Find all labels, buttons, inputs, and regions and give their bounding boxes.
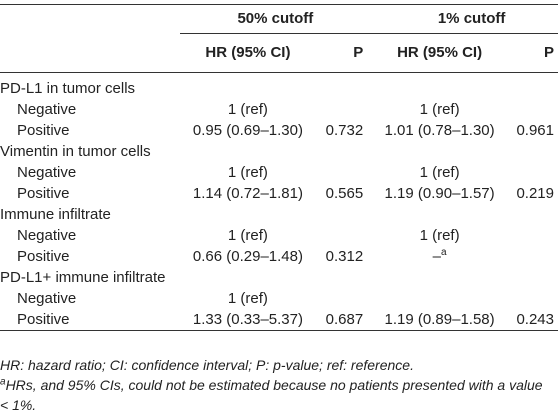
cell-hr-50: 0.95 (0.69–1.30): [192, 121, 303, 139]
cell-hr-50: 1 (ref): [227, 163, 268, 181]
row-label: Negative: [17, 226, 77, 244]
section-title-row: PD-L1+ immune infiltrate: [0, 267, 558, 288]
cell-p-50: 0.732: [325, 121, 364, 139]
cell-p-50: [316, 99, 371, 120]
header-row-columns: HR (95% CI) P HR (95% CI) P: [0, 33, 558, 73]
cell-p-50: [316, 162, 371, 183]
section-title: PD-L1+ immune infiltrate: [0, 268, 166, 286]
header-p-1: P: [507, 33, 558, 73]
cell-hr-50: 1 (ref): [227, 289, 268, 307]
cell-hr-1: [371, 288, 508, 309]
header-row-groups: 50% cutoff 1% cutoff: [0, 4, 558, 34]
cell-hr-50: 1 (ref): [227, 100, 268, 118]
cell-p-1: [508, 99, 558, 120]
header-p-50: P: [316, 33, 372, 73]
table-row: Positive 0.66 (0.29–1.48) 0.312 –a: [0, 246, 558, 267]
cell-hr-1: –a: [371, 246, 508, 267]
row-label: Positive: [17, 121, 70, 139]
results-table: 50% cutoff 1% cutoff HR (95% CI) P HR (9…: [0, 4, 558, 331]
table-row: Negative 1 (ref) 1 (ref): [0, 162, 558, 183]
section-title-row: PD-L1 in tumor cells: [0, 73, 558, 100]
header-hr-1: HR (95% CI): [371, 33, 508, 73]
cell-p-50: [316, 288, 371, 309]
cell-hr-1: 1 (ref): [419, 100, 460, 118]
table-row: Negative 1 (ref) 1 (ref): [0, 225, 558, 246]
cell-hr-1: 1.01 (0.78–1.30): [384, 121, 495, 139]
cell-p-50: 0.312: [325, 247, 364, 265]
footnote-text: HRs, and 95% CIs, could not be estimated…: [0, 377, 543, 413]
section-title-row: Vimentin in tumor cells: [0, 141, 558, 162]
cell-hr-50: 1.14 (0.72–1.81): [192, 184, 303, 202]
row-label: Positive: [0, 309, 180, 331]
footnote-mark: a: [440, 246, 447, 258]
section-title: PD-L1 in tumor cells: [0, 79, 136, 97]
header-group-50-cutoff: 50% cutoff: [179, 4, 372, 34]
table-row: Positive 1.33 (0.33–5.37) 0.687 1.19 (0.…: [0, 309, 558, 331]
header-empty-cell: [0, 5, 180, 34]
row-label: Positive: [17, 184, 70, 202]
header-hr-50: HR (95% CI): [179, 33, 317, 73]
cell-hr-1: 1.19 (0.89–1.58): [371, 309, 508, 331]
cell-p-1: 0.961: [516, 121, 554, 139]
header-group-1-label: 1% cutoff: [437, 10, 506, 27]
header-group-50-label: 50% cutoff: [237, 10, 314, 27]
cell-hr-1: 1 (ref): [419, 226, 460, 244]
cell-p-1: [508, 246, 558, 267]
row-label: Negative: [17, 289, 77, 307]
header-group-1-cutoff: 1% cutoff: [371, 4, 558, 34]
row-label: Negative: [17, 100, 77, 118]
cell-p-1: [508, 288, 558, 309]
footnote-mark: a: [0, 376, 6, 388]
table-row: Negative 1 (ref): [0, 288, 558, 309]
table-row: Negative 1 (ref) 1 (ref): [0, 99, 558, 120]
cell-hr-50: 1 (ref): [227, 226, 268, 244]
abbreviations-note: HR: hazard ratio; CI: confidence interva…: [0, 357, 414, 373]
cell-p-1: 0.219: [516, 184, 554, 202]
cell-p-1: 0.243: [507, 309, 558, 331]
cell-p-1: [508, 225, 558, 246]
section-title: Immune infiltrate: [0, 205, 111, 223]
table-notes: HR: hazard ratio; CI: confidence interva…: [0, 355, 554, 415]
cell-hr-50: 0.66 (0.29–1.48): [192, 247, 303, 265]
cell-p-1: [508, 162, 558, 183]
section-title-row: Immune infiltrate: [0, 204, 558, 225]
cell-p-50: 0.687: [316, 309, 372, 331]
cell-hr-1-dash: –: [432, 247, 441, 265]
table-row: Positive 0.95 (0.69–1.30) 0.732 1.01 (0.…: [0, 120, 558, 141]
table-row: Positive 1.14 (0.72–1.81) 0.565 1.19 (0.…: [0, 183, 558, 204]
row-label: Negative: [17, 163, 77, 181]
cell-hr-1: 1.19 (0.90–1.57): [384, 184, 495, 202]
cell-hr-1: 1 (ref): [419, 163, 460, 181]
footnote: aHRs, and 95% CIs, could not be estimate…: [0, 375, 554, 415]
section-title: Vimentin in tumor cells: [0, 142, 151, 160]
cell-p-50: 0.565: [325, 184, 364, 202]
row-label: Positive: [17, 247, 70, 265]
cell-p-50: [316, 225, 371, 246]
cell-hr-50: 1.33 (0.33–5.37): [179, 309, 317, 331]
